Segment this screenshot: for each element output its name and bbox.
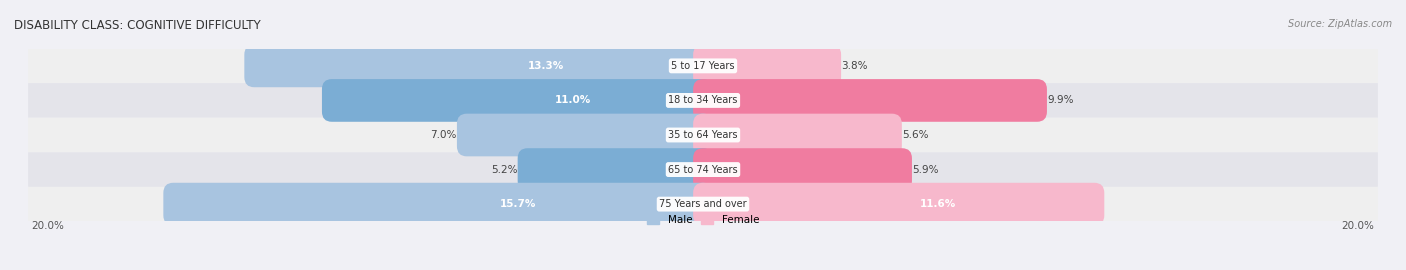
Text: 35 to 64 Years: 35 to 64 Years — [668, 130, 738, 140]
FancyBboxPatch shape — [693, 148, 912, 191]
FancyBboxPatch shape — [457, 114, 713, 156]
FancyBboxPatch shape — [28, 49, 1378, 83]
Text: 3.8%: 3.8% — [841, 61, 868, 71]
Text: 18 to 34 Years: 18 to 34 Years — [668, 95, 738, 106]
Legend: Male, Female: Male, Female — [647, 215, 759, 225]
Text: 5.9%: 5.9% — [912, 164, 939, 175]
Text: 7.0%: 7.0% — [430, 130, 457, 140]
Text: 65 to 74 Years: 65 to 74 Years — [668, 164, 738, 175]
FancyBboxPatch shape — [28, 118, 1378, 152]
Text: 11.0%: 11.0% — [555, 95, 591, 106]
FancyBboxPatch shape — [28, 187, 1378, 221]
Text: 15.7%: 15.7% — [499, 199, 536, 209]
FancyBboxPatch shape — [245, 45, 713, 87]
Text: Source: ZipAtlas.com: Source: ZipAtlas.com — [1288, 19, 1392, 29]
Text: 11.6%: 11.6% — [920, 199, 956, 209]
Text: 5 to 17 Years: 5 to 17 Years — [671, 61, 735, 71]
FancyBboxPatch shape — [693, 114, 901, 156]
Text: 20.0%: 20.0% — [1341, 221, 1375, 231]
FancyBboxPatch shape — [28, 83, 1378, 118]
Text: 5.6%: 5.6% — [903, 130, 928, 140]
FancyBboxPatch shape — [693, 183, 1104, 225]
Text: 75 Years and over: 75 Years and over — [659, 199, 747, 209]
Text: 5.2%: 5.2% — [491, 164, 517, 175]
FancyBboxPatch shape — [693, 79, 1047, 122]
Text: 20.0%: 20.0% — [31, 221, 65, 231]
FancyBboxPatch shape — [163, 183, 713, 225]
Text: 13.3%: 13.3% — [527, 61, 564, 71]
FancyBboxPatch shape — [28, 152, 1378, 187]
FancyBboxPatch shape — [517, 148, 713, 191]
Text: 9.9%: 9.9% — [1047, 95, 1074, 106]
Text: DISABILITY CLASS: COGNITIVE DIFFICULTY: DISABILITY CLASS: COGNITIVE DIFFICULTY — [14, 19, 260, 32]
FancyBboxPatch shape — [693, 45, 841, 87]
FancyBboxPatch shape — [322, 79, 713, 122]
